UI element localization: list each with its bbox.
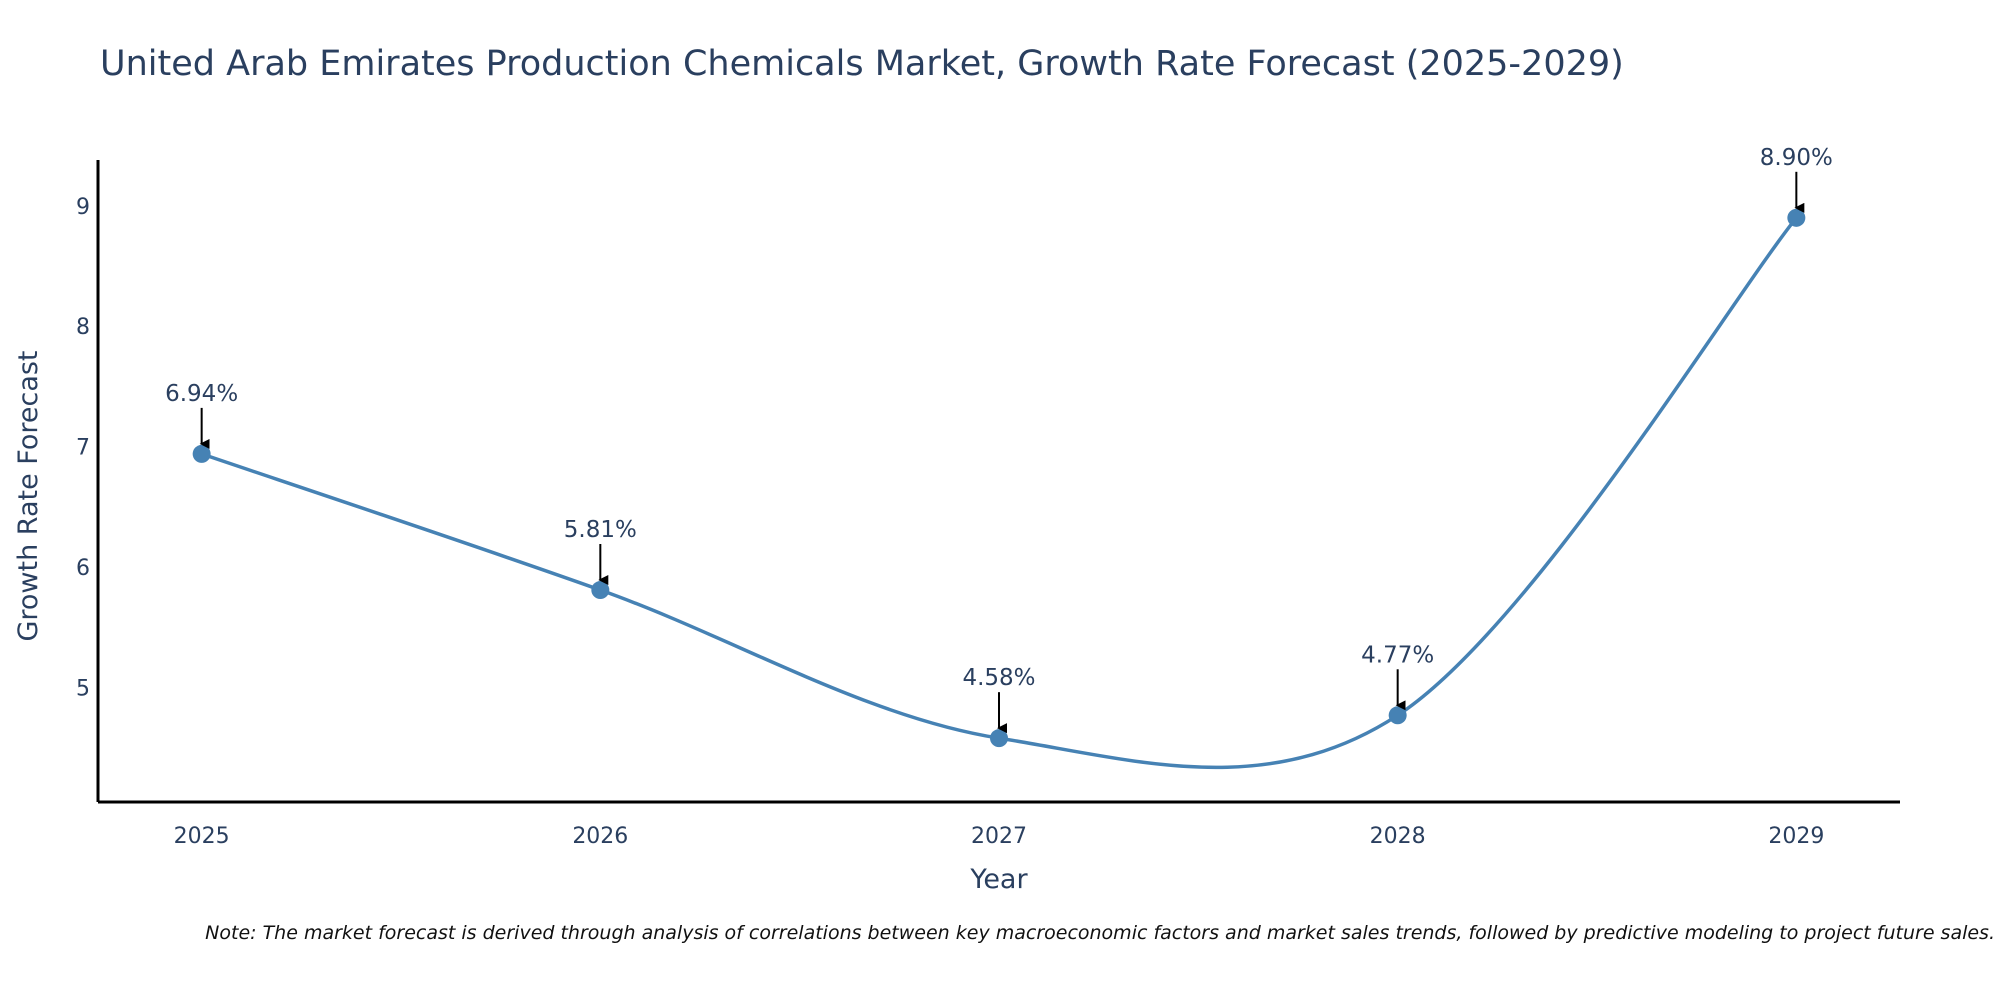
data-label: 4.58% bbox=[962, 665, 1035, 691]
data-label: 6.94% bbox=[165, 381, 238, 407]
data-label: 8.90% bbox=[1760, 145, 1833, 171]
y-tick-label: 9 bbox=[76, 195, 90, 220]
y-tick-label: 6 bbox=[76, 556, 90, 581]
x-axis-title: Year bbox=[969, 864, 1028, 895]
data-point bbox=[192, 444, 211, 463]
x-tick-label: 2026 bbox=[572, 824, 628, 849]
data-point bbox=[1388, 706, 1407, 725]
data-point bbox=[591, 581, 610, 600]
chart-note: Note: The market forecast is derived thr… bbox=[205, 922, 1995, 944]
x-tick-label: 2029 bbox=[1768, 824, 1824, 849]
chart-title: United Arab Emirates Production Chemical… bbox=[100, 44, 1624, 84]
y-tick-label: 5 bbox=[76, 677, 90, 702]
x-tick-label: 2025 bbox=[174, 824, 230, 849]
data-label: 5.81% bbox=[564, 517, 637, 543]
x-tick-label: 2028 bbox=[1370, 824, 1426, 849]
data-label: 4.77% bbox=[1361, 642, 1434, 668]
x-tick-label: 2027 bbox=[971, 824, 1027, 849]
data-point bbox=[1787, 208, 1806, 227]
y-tick-label: 8 bbox=[76, 315, 90, 340]
y-tick-label: 7 bbox=[76, 436, 90, 461]
series-line bbox=[201, 216, 1798, 770]
data-point bbox=[990, 729, 1008, 748]
y-axis-title: Growth Rate Forecast bbox=[13, 350, 44, 641]
